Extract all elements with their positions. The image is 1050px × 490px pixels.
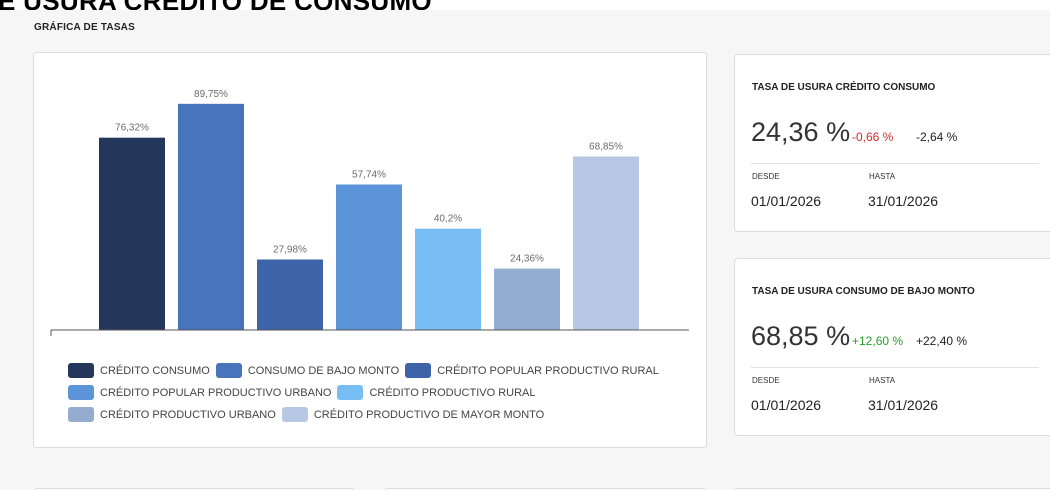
legend-item[interactable]: CRÉDITO CONSUMO	[68, 363, 210, 378]
bar-4[interactable]	[336, 184, 402, 330]
stat-card-consumo-bajo-monto: TASA DE USURA CONSUMO DE BAJO MONTO 68,8…	[734, 258, 1050, 436]
legend-swatch	[281, 407, 308, 422]
section-title: GRÁFICA DE TASAS	[34, 22, 135, 33]
stat-card-title: TASA DE USURA CRÉDITO CONSUMO	[752, 82, 936, 93]
bar-value-label: 24,36%	[510, 254, 544, 265]
legend-label: CRÉDITO PRODUCTIVO RURAL	[369, 386, 536, 399]
legend-label: CONSUMO DE BAJO MONTO	[247, 364, 400, 377]
rate-change-primary: +12,60 %	[852, 334, 904, 348]
to-label: HASTA	[869, 376, 896, 385]
legend-label: CRÉDITO POPULAR PRODUCTIVO RURAL	[437, 364, 659, 377]
bar-value-label: 57,74%	[352, 169, 386, 180]
rate-change-secondary: -2,64 %	[916, 130, 958, 144]
rates-chart-card: 76,32% 89,75% 27,98% 57,74% 40,2% 24,36% 68,85…	[33, 52, 707, 448]
card-divider	[751, 367, 1039, 368]
rate-change-primary: -0,66 %	[852, 130, 894, 144]
legend-item[interactable]: CRÉDITO POPULAR PRODUCTIVO RURAL	[405, 363, 659, 378]
from-label: DESDE	[752, 376, 780, 385]
to-date: 31/01/2026	[868, 397, 939, 413]
from-date: 01/01/2026	[751, 397, 822, 413]
legend-swatch	[68, 385, 94, 400]
rate-value: 68,85 %	[751, 321, 851, 351]
chart-legend: CRÉDITO CONSUMO CONSUMO DE BAJO MONTO CRÉD…	[68, 363, 698, 422]
legend-label: CRÉDITO PRODUCTIVO URBANO	[100, 408, 276, 421]
legend-item[interactable]: CRÉDITO PRODUCTIVO DE MAYOR MONTO	[281, 407, 545, 422]
bar-value-label: 76,32%	[115, 123, 149, 134]
from-date: 01/01/2026	[751, 193, 822, 209]
bottom-card-3	[734, 488, 1050, 490]
legend-label: CRÉDITO PRODUCTIVO DE MAYOR MONTO	[313, 408, 545, 421]
bar-7[interactable]	[573, 156, 639, 330]
bar-2[interactable]	[178, 103, 244, 330]
bar-5[interactable]	[415, 228, 481, 330]
to-date: 31/01/2026	[868, 193, 939, 209]
rate-change-secondary: +22,40 %	[916, 334, 968, 348]
legend-swatch	[405, 363, 432, 378]
legend-label: CRÉDITO POPULAR PRODUCTIVO URBANO	[100, 386, 332, 399]
legend-label: CRÉDITO CONSUMO	[100, 364, 210, 377]
legend-swatch	[215, 363, 242, 378]
rate-value: 24,36 %	[751, 117, 851, 147]
bar-6[interactable]	[494, 268, 560, 330]
legend-item[interactable]: CRÉDITO PRODUCTIVO URBANO	[68, 407, 276, 422]
bar-1[interactable]	[99, 137, 165, 330]
bar-3[interactable]	[257, 259, 323, 330]
legend-swatch	[68, 363, 94, 378]
bar-value-label: 40,2%	[434, 214, 462, 225]
card-divider	[751, 163, 1039, 164]
legend-item[interactable]: CRÉDITO POPULAR PRODUCTIVO URBANO	[68, 385, 331, 400]
legend-swatch	[68, 407, 94, 422]
to-label: HASTA	[869, 172, 896, 181]
from-label: DESDE	[752, 172, 780, 181]
stat-card-credito-consumo: TASA DE USURA CRÉDITO CONSUMO 24,36 % -0…	[734, 54, 1050, 232]
bar-chart: 76,32% 89,75% 27,98% 57,74% 40,2% 24,36% 68,85…	[50, 89, 689, 336]
bar-value-label: 27,98%	[273, 244, 307, 255]
legend-item[interactable]: CRÉDITO PRODUCTIVO RURAL	[337, 385, 536, 400]
legend-item[interactable]: CONSUMO DE BAJO MONTO	[215, 363, 400, 378]
bar-value-label: 68,85%	[589, 141, 623, 152]
legend-swatch	[337, 385, 364, 400]
bar-value-label: 89,75%	[194, 89, 228, 100]
stat-card-title: TASA DE USURA CONSUMO DE BAJO MONTO	[752, 286, 975, 297]
